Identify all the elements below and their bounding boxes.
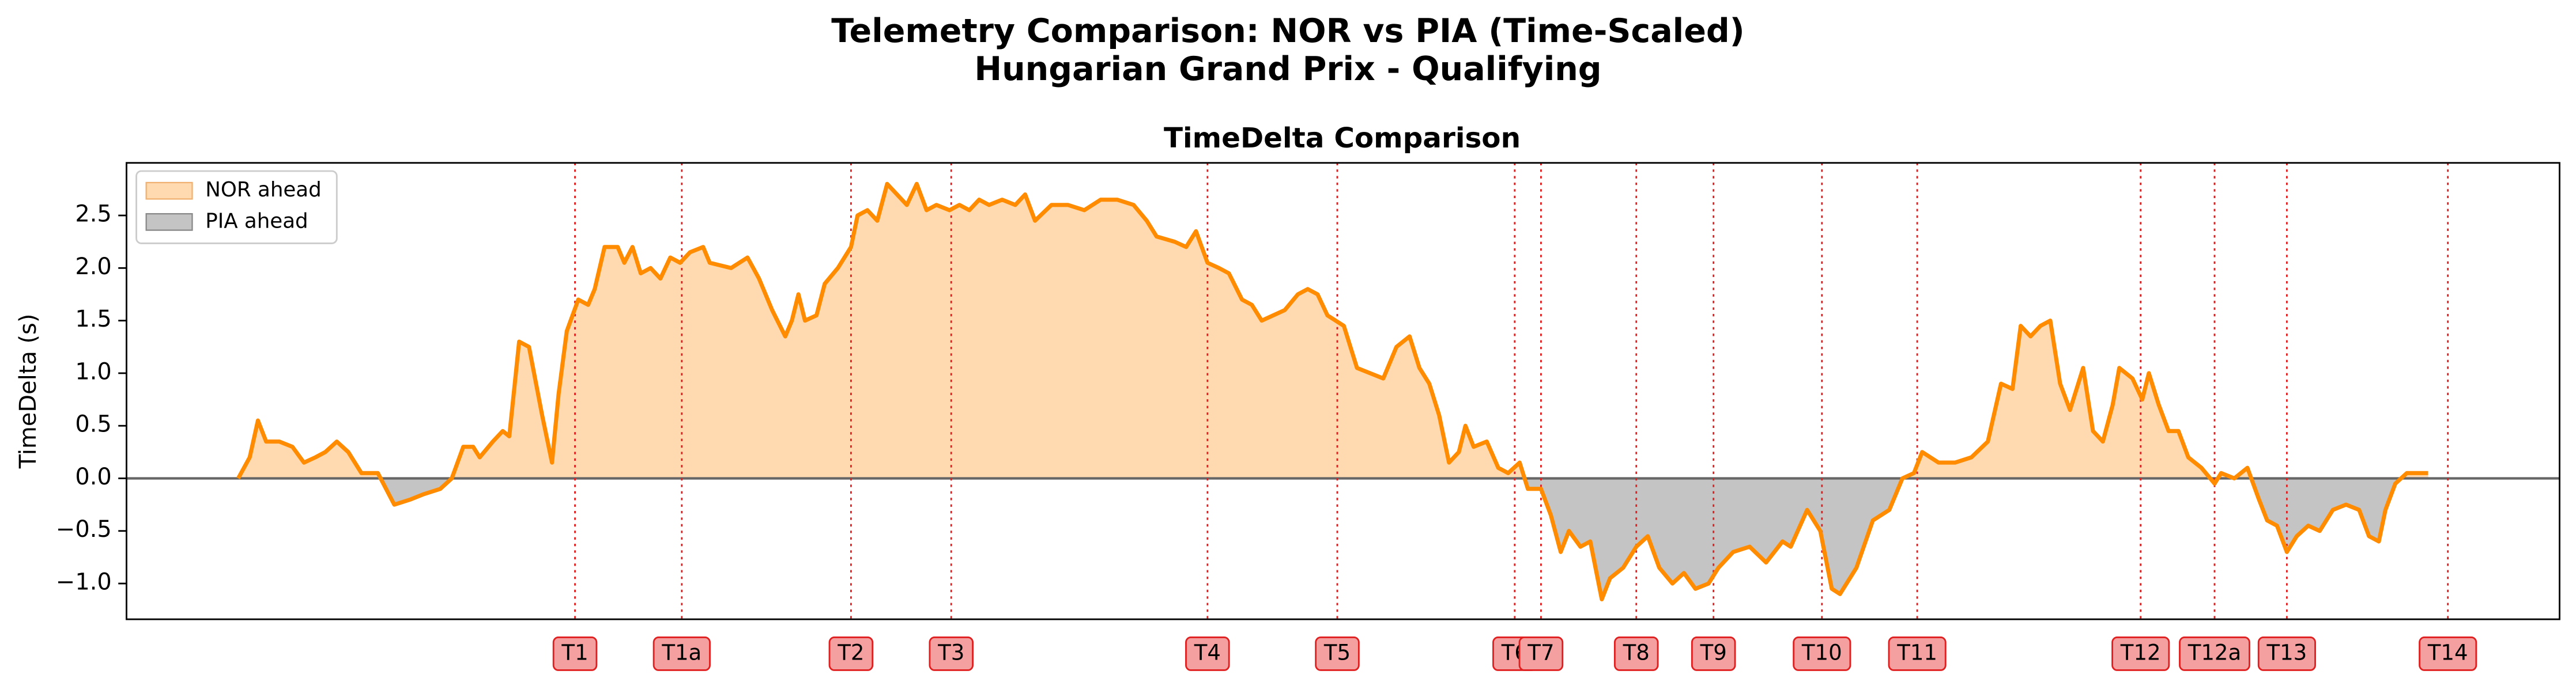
- turn-label-group: T1a: [653, 636, 711, 671]
- y-tick-label: −0.5: [56, 516, 112, 543]
- turn-label-group: T12: [2111, 636, 2170, 671]
- turn-label: T4: [1194, 640, 1221, 665]
- turn-label-group: T9: [1691, 636, 1736, 671]
- turn-label: T11: [1896, 640, 1937, 665]
- turn-label-group: T8: [1613, 636, 1659, 671]
- plot-title: TimeDelta Comparison: [1164, 122, 1521, 154]
- turn-label: T13: [2266, 640, 2307, 665]
- line: [236, 181, 2428, 601]
- legend-label: NOR ahead: [205, 178, 321, 202]
- y-tick-label: 1.0: [75, 358, 111, 385]
- turn-label-group: T12a: [2179, 636, 2250, 671]
- turn-label-box: [1793, 636, 1851, 671]
- turn-label-box: [1691, 636, 1736, 671]
- turn-label: T1a: [661, 640, 701, 665]
- turn-label: T2: [837, 640, 864, 665]
- y-tick-label: −1.0: [56, 569, 112, 596]
- turn-label-box: [1888, 636, 1947, 671]
- turn-label-group: T10: [1793, 636, 1851, 671]
- y-axis-label: TimeDelta (s): [15, 314, 42, 469]
- turn-label: T10: [1801, 640, 1842, 665]
- y-tick-label: 0.5: [75, 411, 111, 438]
- turn-label-box: [929, 636, 974, 671]
- turn-label-group: T5: [1315, 636, 1360, 671]
- turn-label-box: [828, 636, 874, 671]
- turn-label-box: [2257, 636, 2316, 671]
- legend-label: PIA ahead: [205, 209, 308, 233]
- turn-label: T12a: [2187, 640, 2241, 665]
- turn-label-group: T4: [1185, 636, 1230, 671]
- chart-subtitle: Hungarian Grand Prix - Qualifying: [974, 50, 1601, 88]
- turn-label-group: T7: [1518, 636, 1564, 671]
- turn-label: T1: [561, 640, 588, 665]
- turn-label: T5: [1323, 640, 1351, 665]
- turn-label-box: [2179, 636, 2250, 671]
- turn-label-box: [1518, 636, 1564, 671]
- legend-swatch: [145, 181, 193, 200]
- y-tick-label: 2.0: [75, 253, 111, 280]
- turn-label-group: T3: [929, 636, 974, 671]
- chart-title: Telemetry Comparison: NOR vs PIA (Time-S…: [831, 12, 1744, 50]
- turn-label: T12: [2120, 640, 2161, 665]
- y-tick-label: 1.5: [75, 306, 111, 332]
- turn-label-box: [552, 636, 598, 671]
- turn-label: T3: [937, 640, 964, 665]
- turn-label: T9: [1700, 640, 1727, 665]
- turn-label-box: [1185, 636, 1230, 671]
- area-negative: [238, 478, 2428, 600]
- legend-swatch: [145, 213, 193, 231]
- turn-label-group: T2: [828, 636, 874, 671]
- area-positive: [238, 184, 2428, 479]
- turn-label: T7: [1527, 640, 1554, 665]
- turn-label: T14: [2427, 640, 2468, 665]
- plot-frame: [126, 162, 2560, 620]
- turn-label-group: T14: [2419, 636, 2477, 671]
- turn-label: T8: [1623, 640, 1650, 665]
- turn-label-box: [1315, 636, 1360, 671]
- turn-label-box: [1613, 636, 1659, 671]
- turn-label-group: T11: [1888, 636, 1947, 671]
- turn-label-box: [2111, 636, 2170, 671]
- y-tick-label: 0.0: [75, 464, 111, 490]
- turn-label-group: T13: [2257, 636, 2316, 671]
- y-tick-label: 2.5: [75, 201, 111, 228]
- turn-label-group: T1: [552, 636, 598, 671]
- turn-label-box: [653, 636, 711, 671]
- turn-label-box: [2419, 636, 2477, 671]
